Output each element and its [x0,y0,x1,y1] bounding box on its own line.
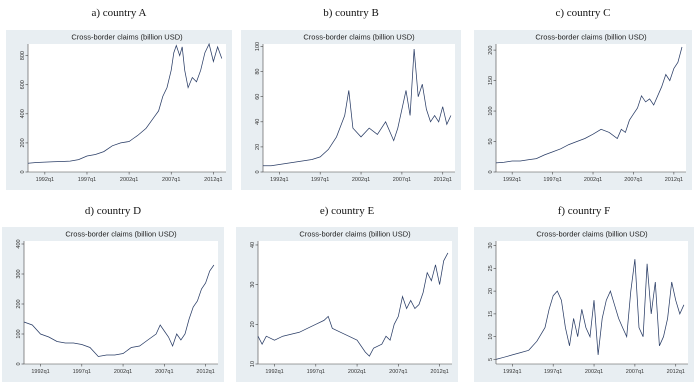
series-line [257,252,449,357]
y-tick-label: 0 [20,170,26,173]
y-tick-label: 10 [488,334,494,340]
y-tick-label: 40 [255,119,261,125]
x-tick-label: 2007q1 [155,369,173,375]
series-line [27,42,223,164]
chart-panel-b: b) country B Cross-border claims (billio… [241,0,461,195]
x-tick-label: 1992q1 [36,177,54,183]
x-tick-label: 2012q1 [667,369,685,375]
y-tick-label: 0 [255,170,261,173]
x-tick-label: 2012q1 [204,177,222,183]
chart-title: Cross-border claims (billion USD) [535,33,647,42]
series-line [23,264,215,357]
x-tick-label: 1992q1 [503,177,521,183]
chart-panel-f: f) country F Cross-border claims (billio… [474,200,694,385]
x-tick-label: 2012q1 [665,177,683,183]
panel-caption: c) country C [555,7,611,19]
y-tick-label: 200 [488,46,494,55]
y-tick-label: 50 [488,138,494,144]
x-tick-label: 1997q1 [543,177,561,183]
x-tick-label: 2002q1 [348,369,366,375]
series-line [495,259,685,360]
y-tick-label: 20 [255,144,261,150]
y-tick-label: 30 [488,242,494,248]
line-chart-d: Cross-border claims (billion USD) 0 100 200… [2,227,224,382]
x-tick-label: 1997q1 [544,369,562,375]
line-chart-c: Cross-border claims (billion USD) 0 50 100 1… [474,30,692,190]
x-tick-label: 2007q1 [624,177,642,183]
line-chart-e: Cross-border claims (billion USD) 10 20 30 4… [236,227,458,382]
chart-panel-c: c) country C Cross-border claims (billio… [474,0,692,195]
chart-panel-d: d) country D Cross-border claims (billio… [2,200,224,385]
y-tick-label: 15 [488,311,494,317]
y-tick-label: 600 [20,80,26,89]
y-tick-label: 80 [255,69,261,75]
line-chart-b: Cross-border claims (billion USD) 0 20 40 60… [241,30,461,190]
y-tick-label: 25 [488,265,494,271]
y-tick-label: 800 [20,51,26,60]
y-tick-label: 40 [250,242,256,248]
chart-title: Cross-border claims (billion USD) [303,33,415,42]
x-tick-label: 2007q1 [626,369,644,375]
y-tick-label: 400 [20,109,26,118]
panel-caption: b) country B [323,7,379,19]
x-tick-label: 2007q1 [162,177,180,183]
plot-area [263,44,455,172]
chart-panel-e: e) country E Cross-border claims (billio… [236,200,458,385]
x-tick-label: 2002q1 [584,177,602,183]
plot-area [24,241,218,364]
x-tick-label: 2002q1 [120,177,138,183]
x-tick-label: 2002q1 [114,369,132,375]
x-tick-label: 1992q1 [503,369,521,375]
x-tick-label: 1992q1 [270,177,288,183]
x-tick-label: 2012q1 [196,369,214,375]
line-chart-f: Cross-border claims (billion USD) 5 10 15 20… [474,227,694,382]
x-tick-label: 2012q1 [434,177,452,183]
chart-panel-a: a) country A Cross-border claims (billio… [6,0,232,195]
y-tick-label: 0 [488,170,494,173]
x-tick-label: 1997q1 [78,177,96,183]
y-tick-label: 10 [250,361,256,367]
x-tick-label: 2002q1 [585,369,603,375]
y-tick-label: 0 [16,362,22,365]
y-tick-label: 20 [488,288,494,294]
series-line [495,46,683,164]
x-tick-label: 1992q1 [265,369,283,375]
y-tick-label: 300 [16,269,22,278]
x-tick-label: 1997q1 [73,369,91,375]
chart-title: Cross-border claims (billion USD) [299,230,411,239]
y-tick-label: 150 [488,76,494,85]
x-tick-label: 2007q1 [389,369,407,375]
plot-area [258,241,452,364]
x-tick-label: 1997q1 [311,177,329,183]
y-tick-label: 5 [488,358,494,361]
y-tick-label: 200 [16,299,22,308]
plot-area [28,44,226,172]
chart-title: Cross-border claims (billion USD) [71,33,183,42]
y-tick-label: 30 [250,282,256,288]
x-tick-label: 2002q1 [352,177,370,183]
x-tick-label: 2012q1 [430,369,448,375]
chart-title: Cross-border claims (billion USD) [65,230,177,239]
plot-area [496,241,688,364]
panel-caption: f) country F [557,205,611,217]
panel-caption: e) country E [319,205,375,217]
line-chart-a: Cross-border claims (billion USD) 0 200 400… [6,30,232,190]
series-line [263,48,452,167]
y-tick-label: 400 [16,239,22,248]
x-tick-label: 2007q1 [393,177,411,183]
plot-area [496,44,686,172]
x-tick-label: 1992q1 [31,369,49,375]
y-tick-label: 100 [16,329,22,338]
y-tick-label: 60 [255,94,261,100]
panel-caption: a) country A [91,7,147,19]
chart-title: Cross-border claims (billion USD) [536,230,648,239]
y-tick-label: 100 [488,106,494,115]
panel-caption: d) country D [84,205,142,217]
x-tick-label: 1997q1 [307,369,325,375]
y-tick-label: 100 [255,42,261,51]
y-tick-label: 20 [250,321,256,327]
y-tick-label: 200 [20,138,26,147]
